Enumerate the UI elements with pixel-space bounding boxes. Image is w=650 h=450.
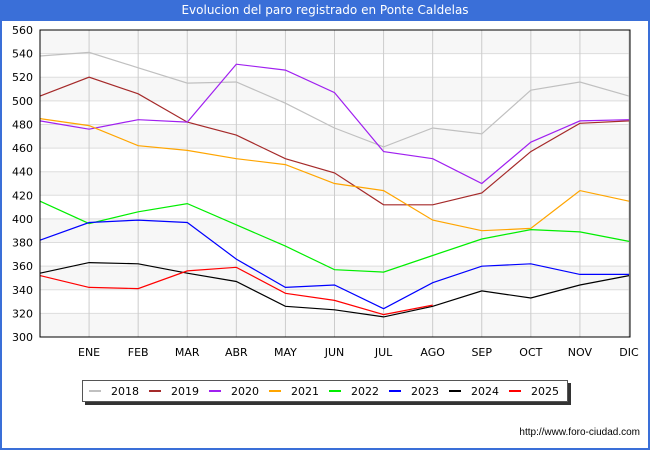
x-tick-label: ENE <box>78 346 100 359</box>
y-tick-label: 500 <box>12 95 33 108</box>
series-line-2025 <box>39 266 433 316</box>
legend-item-2020: 2020 <box>209 385 263 398</box>
series-line-2018 <box>39 51 630 148</box>
series-lines <box>39 51 630 318</box>
legend-swatch <box>329 390 341 392</box>
legend-item-2021: 2021 <box>269 385 323 398</box>
y-tick-label: 380 <box>12 237 33 250</box>
y-tick-label: 340 <box>12 284 33 297</box>
legend-label: 2019 <box>171 384 199 398</box>
series-line-2019 <box>39 76 630 206</box>
y-tick-label: 540 <box>12 48 33 61</box>
legend-label: 2025 <box>531 384 559 398</box>
y-tick-label: 320 <box>12 307 33 320</box>
y-tick-label: 400 <box>12 213 33 226</box>
gridlines <box>40 29 630 338</box>
y-tick-label: 300 <box>12 331 33 344</box>
legend-label: 2021 <box>291 384 319 398</box>
legend-label: 2024 <box>471 384 499 398</box>
chart-title: Evolucion del paro registrado en Ponte C… <box>0 0 650 21</box>
legend-swatch <box>449 390 461 392</box>
legend-item-2022: 2022 <box>329 385 383 398</box>
legend-label: 2023 <box>411 384 439 398</box>
x-tick-label: FEB <box>128 346 149 359</box>
x-tick-label: NOV <box>568 346 593 359</box>
x-tick-label: OCT <box>519 346 542 359</box>
legend-item-2019: 2019 <box>149 385 203 398</box>
x-tick-label: SEP <box>471 346 492 359</box>
source-url[interactable]: http://www.foro-ciudad.com <box>519 427 640 438</box>
x-tick-label: AGO <box>420 346 445 359</box>
series-line-2020 <box>39 63 630 185</box>
series-line-2023 <box>39 219 629 310</box>
legend-swatch <box>209 390 221 392</box>
y-tick-label: 440 <box>12 166 33 179</box>
x-tick-label: MAR <box>175 346 200 359</box>
legend-swatch <box>509 390 521 392</box>
plot-area-border <box>39 29 631 338</box>
x-tick-label: DIC <box>619 346 639 359</box>
y-tick-label: 520 <box>12 71 33 84</box>
legend-item-2023: 2023 <box>389 385 443 398</box>
legend-label: 2018 <box>111 384 139 398</box>
x-tick-label: JUL <box>374 346 393 359</box>
x-tick-label: MAY <box>274 346 297 359</box>
series-line-2022 <box>39 200 630 273</box>
x-tick-label: ABR <box>225 346 248 359</box>
legend-label: 2022 <box>351 384 379 398</box>
series-line-2021 <box>39 118 630 232</box>
legend-swatch <box>269 390 281 392</box>
y-tick-label: 560 <box>12 24 33 37</box>
legend-label: 2020 <box>231 384 259 398</box>
y-tick-label: 360 <box>12 260 33 273</box>
legend-swatch <box>89 390 101 392</box>
y-tick-label: 460 <box>12 142 33 155</box>
x-axis-ticks: ENE FEB MAR ABR MAY JUN JUL AGO SEP OCT NOV DIC <box>78 346 639 359</box>
legend-item-2025: 2025 <box>509 385 563 398</box>
y-axis-ticks: 300 320 340 360 380 400 420 440 460 480 500 520 540 5… <box>12 24 33 344</box>
legend-item-2024: 2024 <box>449 385 503 398</box>
x-tick-label: JUN <box>324 346 345 359</box>
legend-swatch <box>149 390 161 392</box>
legend-swatch <box>389 390 401 392</box>
y-tick-label: 480 <box>12 118 33 131</box>
legend-item-2018: 2018 <box>89 385 143 398</box>
series-line-2024 <box>39 261 630 318</box>
legend: 2018 2019 2020 2021 2022 2023 2024 2025 <box>82 380 568 402</box>
y-tick-label: 420 <box>12 189 33 202</box>
